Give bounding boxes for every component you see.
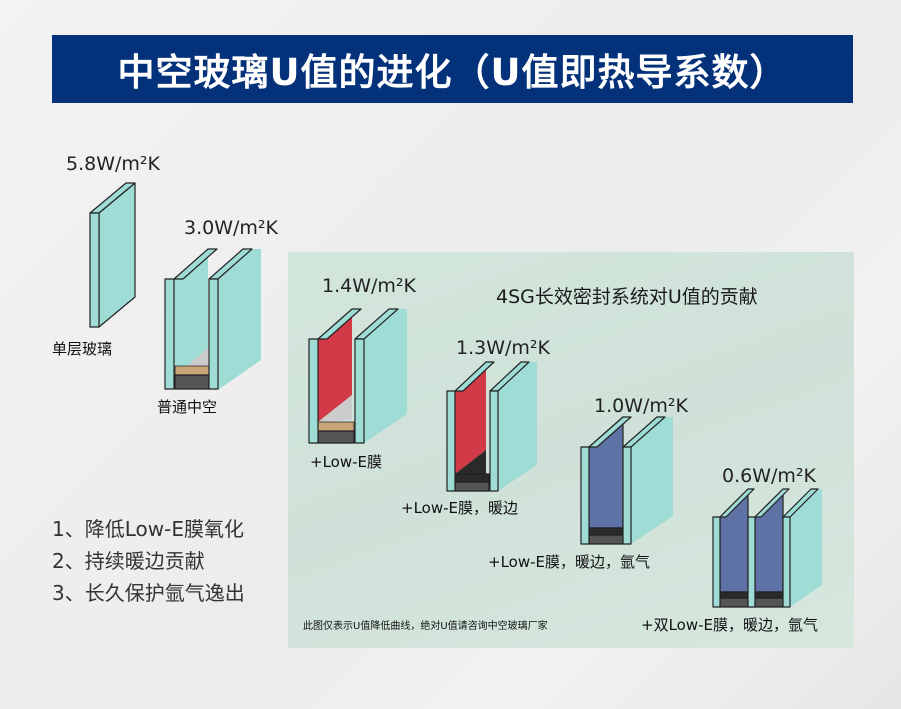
note-item: 1、降低Low-E膜氧化 bbox=[52, 517, 244, 541]
panel-title: 4SG长效密封系统对U值的贡献 bbox=[496, 286, 758, 308]
note-item: 3、长久保护氩气逸出 bbox=[52, 581, 245, 605]
u-value-standard: 3.0W/m²K bbox=[184, 217, 278, 239]
page-title: 中空玻璃U值的进化（U值即热导系数） bbox=[117, 51, 788, 94]
caption-warm-edge: +Low-E膜，暖边 bbox=[401, 499, 518, 517]
caption-argon: +Low-E膜，暖边，氩气 bbox=[488, 553, 650, 571]
benefit-notes: 1、降低Low-E膜氧化 2、持续暖边贡献 3、长久保护氩气逸出 bbox=[52, 518, 245, 614]
u-value-triple: 0.6W/m²K bbox=[722, 465, 816, 487]
u-value-low-e: 1.4W/m²K bbox=[322, 275, 416, 297]
caption-standard: 普通中空 bbox=[157, 398, 218, 416]
note-item: 2、持续暖边贡献 bbox=[52, 549, 205, 573]
single-pane-glass bbox=[89, 182, 136, 328]
warm-edge-igu-glass bbox=[446, 361, 537, 492]
disclaimer-text: 此图仅表示U值降低曲线，绝对U值请咨询中空玻璃厂家 bbox=[303, 621, 548, 632]
triple-glazing-glass bbox=[712, 488, 822, 608]
argon-igu-glass bbox=[580, 416, 673, 545]
low-e-igu-glass bbox=[308, 308, 407, 444]
caption-low-e: +Low-E膜 bbox=[310, 453, 382, 471]
u-value-argon: 1.0W/m²K bbox=[594, 395, 688, 417]
caption-single: 单层玻璃 bbox=[52, 340, 113, 358]
caption-triple: +双Low-E膜，暖边，氩气 bbox=[641, 616, 818, 634]
title-banner: 中空玻璃U值的进化（U值即热导系数） bbox=[52, 35, 853, 103]
u-value-single: 5.8W/m²K bbox=[66, 153, 160, 175]
u-value-warm-edge: 1.3W/m²K bbox=[456, 337, 550, 359]
standard-igu-glass bbox=[164, 248, 261, 390]
